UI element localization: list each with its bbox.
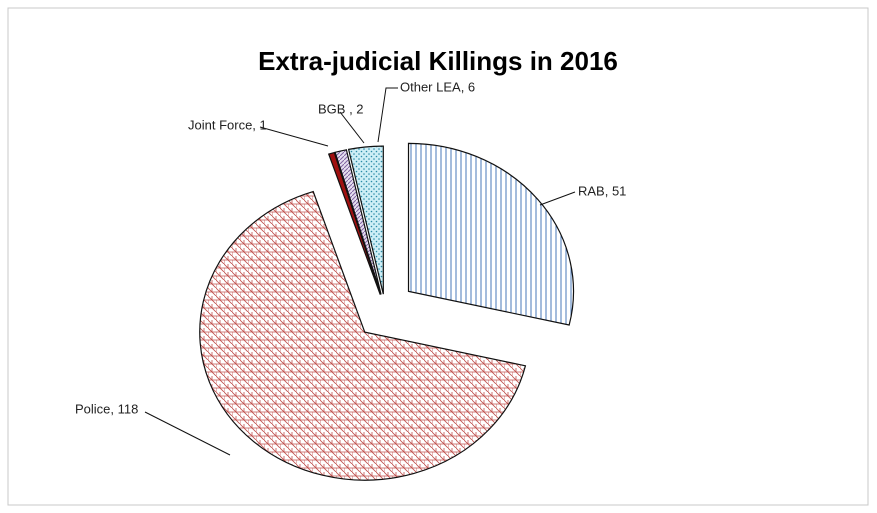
- data-label: Joint Force, 1: [188, 117, 267, 132]
- data-label: Police, 118: [75, 401, 138, 416]
- pie-slice: [347, 145, 384, 295]
- leader-line: [259, 126, 329, 147]
- pie-slice: [334, 149, 382, 295]
- data-label: RAB, 51: [578, 183, 626, 198]
- data-label: BGB , 2: [318, 101, 364, 116]
- pie-slice: [199, 190, 527, 481]
- leader-line: [539, 191, 576, 206]
- leader-line: [144, 411, 231, 456]
- pie-slice: [327, 151, 381, 295]
- leader-line: [339, 111, 365, 144]
- chart-title: Extra-judicial Killings in 2016: [258, 46, 618, 76]
- leader-line: [377, 87, 398, 143]
- data-label: Other LEA, 6: [400, 79, 475, 94]
- pie-slice: [407, 142, 575, 326]
